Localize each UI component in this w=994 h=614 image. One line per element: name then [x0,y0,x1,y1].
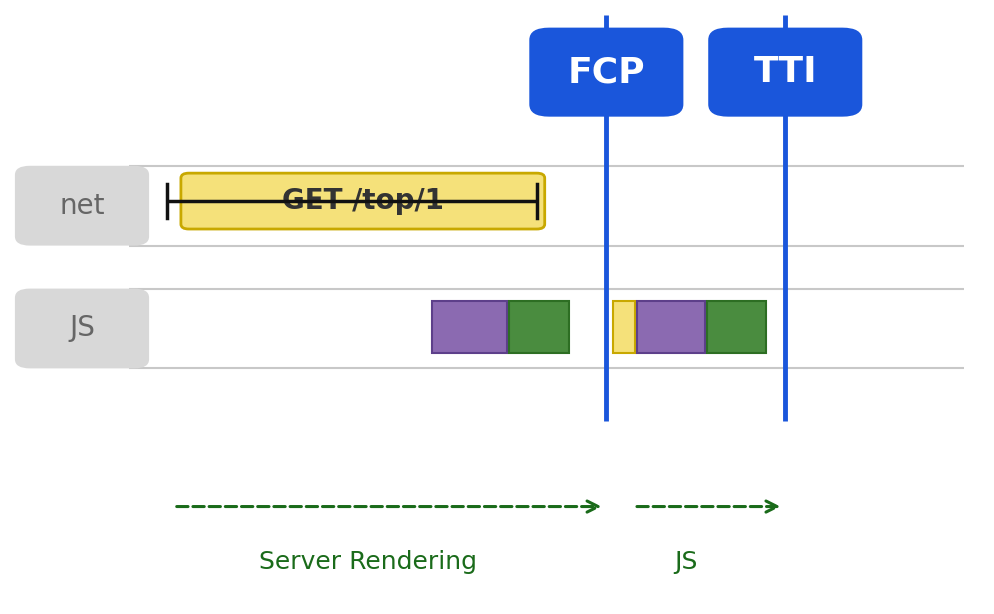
Text: net: net [60,192,104,220]
FancyBboxPatch shape [15,166,149,246]
FancyBboxPatch shape [637,301,705,353]
FancyBboxPatch shape [432,301,507,353]
FancyBboxPatch shape [181,173,545,229]
FancyBboxPatch shape [15,289,149,368]
FancyBboxPatch shape [707,301,766,353]
Text: JS: JS [69,314,95,343]
Text: FCP: FCP [568,55,645,89]
FancyBboxPatch shape [529,28,683,117]
FancyBboxPatch shape [509,301,569,353]
Text: TTI: TTI [753,55,817,89]
FancyBboxPatch shape [613,301,635,353]
Text: JS: JS [674,550,698,574]
FancyBboxPatch shape [708,28,863,117]
Text: Server Rendering: Server Rendering [258,550,477,574]
Text: GET /top/1: GET /top/1 [282,187,443,215]
